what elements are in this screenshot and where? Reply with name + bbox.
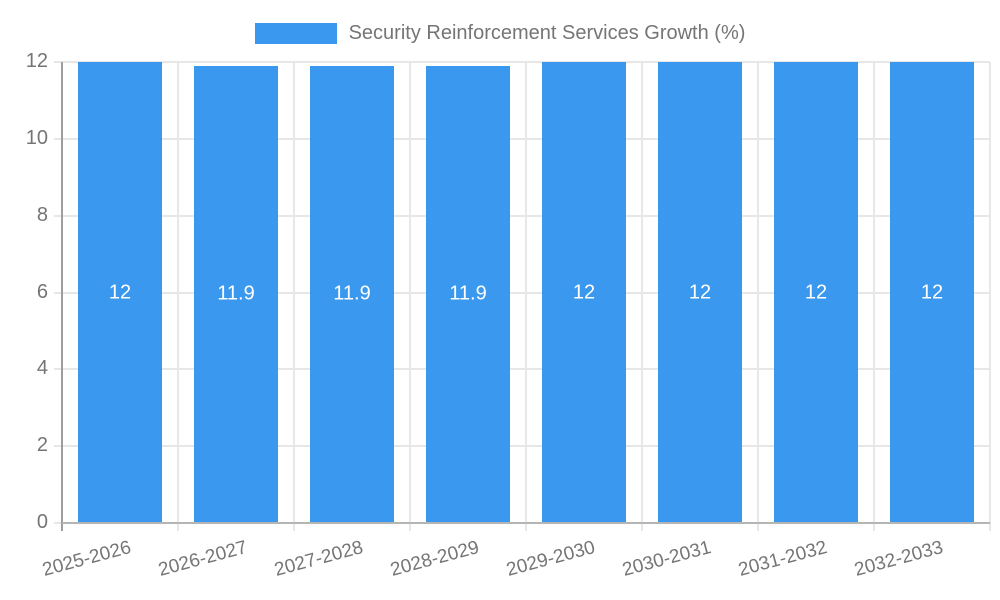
y-axis-line xyxy=(61,62,63,531)
y-axis-label: 12 xyxy=(25,50,48,72)
bar[interactable] xyxy=(194,65,278,523)
y-axis-label: 2 xyxy=(36,434,48,457)
gridline-vertical xyxy=(757,62,759,523)
y-axis-label: 0 xyxy=(36,511,48,533)
y-axis-label: 8 xyxy=(36,203,48,226)
gridline-vertical xyxy=(177,62,179,523)
x-axis-tick xyxy=(177,523,179,531)
y-axis-tick xyxy=(54,522,62,524)
gridline-vertical xyxy=(525,62,527,523)
x-axis-tick xyxy=(873,523,875,531)
bar[interactable] xyxy=(78,62,162,523)
y-axis-tick xyxy=(54,61,62,63)
gridline-vertical xyxy=(641,62,643,523)
y-axis-tick xyxy=(54,214,62,217)
gridline-vertical xyxy=(293,62,295,523)
bar[interactable] xyxy=(774,62,858,523)
y-axis-label: 10 xyxy=(25,126,48,149)
x-axis-tick xyxy=(641,523,643,531)
bar[interactable] xyxy=(890,62,974,523)
y-axis-label: 6 xyxy=(36,280,48,303)
x-axis-tick xyxy=(293,523,295,531)
legend-label[interactable]: Security Reinforcement Services Growth (… xyxy=(348,21,746,44)
bar-value-label: 12 xyxy=(108,281,132,303)
gridline-vertical xyxy=(873,62,875,523)
bar-value-label: 12 xyxy=(804,281,828,303)
x-axis-tick xyxy=(757,523,759,531)
legend-swatch[interactable] xyxy=(254,22,337,44)
y-axis-tick xyxy=(54,445,62,448)
bar[interactable] xyxy=(310,65,394,523)
bar-value-label: 12 xyxy=(572,281,596,303)
bar[interactable] xyxy=(426,65,510,523)
bar[interactable] xyxy=(658,62,742,523)
x-axis-tick xyxy=(525,523,527,531)
legend[interactable]: Security Reinforcement Services Growth (… xyxy=(0,20,1000,46)
bar-value-label: 11.9 xyxy=(333,282,371,305)
x-axis-tick xyxy=(409,523,411,531)
y-axis-tick xyxy=(54,368,62,371)
bar-value-label: 12 xyxy=(920,281,944,303)
y-axis-label: 4 xyxy=(36,357,48,380)
y-axis-tick xyxy=(54,291,62,294)
y-axis-tick xyxy=(54,137,62,140)
x-axis-tick xyxy=(989,523,991,531)
bar-value-label: 11.9 xyxy=(217,282,255,305)
x-axis-baseline xyxy=(62,522,990,524)
bar-value-label: 12 xyxy=(688,281,712,303)
gridline-vertical xyxy=(989,62,991,523)
bar-value-label: 11.9 xyxy=(449,282,487,305)
bar[interactable] xyxy=(542,62,626,523)
gridline-vertical xyxy=(409,62,411,523)
